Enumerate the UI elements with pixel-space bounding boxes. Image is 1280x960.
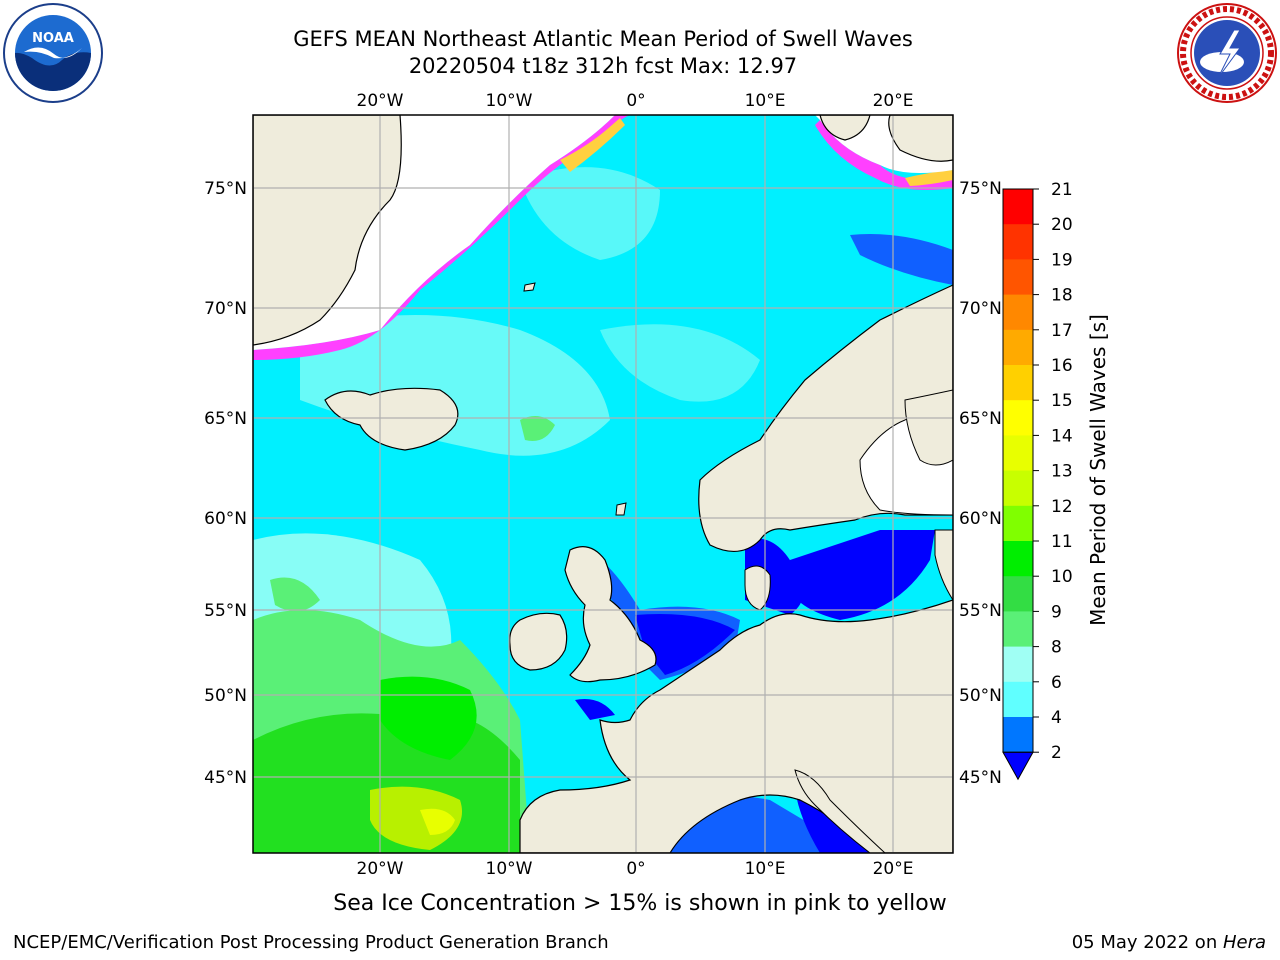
lat-tick-right: 55°N xyxy=(959,601,1002,621)
map-area xyxy=(253,115,953,853)
colorbar-tick-label: 13 xyxy=(1051,462,1073,482)
colorbar-tick-label: 17 xyxy=(1051,321,1073,341)
colorbar-segment xyxy=(1003,611,1033,648)
lat-tick-left: 60°N xyxy=(204,509,247,529)
colorbar-tick-label: 2 xyxy=(1051,743,1062,763)
colorbar-tick-label: 16 xyxy=(1051,356,1073,376)
lat-tick-right: 45°N xyxy=(959,768,1002,788)
colorbar-segment xyxy=(1003,365,1033,401)
lat-tick-right: 50°N xyxy=(959,686,1002,706)
colorbar-label: Mean Period of Swell Waves [s] xyxy=(1086,314,1110,626)
lon-tick-bottom: 20°E xyxy=(873,859,914,879)
lat-tick-left: 55°N xyxy=(204,601,247,621)
lat-tick-left: 50°N xyxy=(204,686,247,706)
colorbar: 21 20 19 18 17 16 15 14 13 12 11 10 9 8 6 4 2 xyxy=(1002,180,1073,781)
colorbar-segment xyxy=(1003,541,1033,577)
colorbar-segment xyxy=(1003,435,1033,472)
colorbar-tick-label: 21 xyxy=(1051,180,1073,200)
colorbar-segment xyxy=(1003,646,1033,683)
lat-tick-right: 65°N xyxy=(959,409,1002,429)
noaa-logo: NOAA xyxy=(3,3,103,103)
colorbar-segment xyxy=(1003,294,1033,331)
lat-tick-right: 60°N xyxy=(959,509,1002,529)
colorbar-tick-label: 19 xyxy=(1051,250,1073,270)
sea-ice-note-text: Sea Ice Concentration > 15% is shown in … xyxy=(333,891,947,916)
lon-tick-bottom: 0° xyxy=(626,859,645,879)
lon-tick-top: 10°W xyxy=(486,91,533,111)
lon-tick-top: 10°E xyxy=(745,91,786,111)
lon-tick-bottom: 10°W xyxy=(486,859,533,879)
colorbar-segment xyxy=(1003,189,1033,225)
lon-tick-bottom: 10°E xyxy=(745,859,786,879)
lon-tick-top: 20°E xyxy=(873,91,914,111)
colorbar-segment xyxy=(1003,681,1033,718)
noaa-logo-text: NOAA xyxy=(32,31,74,46)
nws-logo xyxy=(1177,3,1277,103)
colorbar-tick-label: 14 xyxy=(1051,426,1073,446)
colorbar-tick-label: 11 xyxy=(1051,532,1073,552)
map-frame xyxy=(252,114,954,854)
colorbar-tick-label: 4 xyxy=(1051,708,1062,728)
lon-tick-top: 20°W xyxy=(357,91,404,111)
machine-name: Hera xyxy=(1222,932,1266,953)
lat-tick-left: 70°N xyxy=(204,299,247,319)
colorbar-tick-label: 10 xyxy=(1051,567,1073,587)
lat-tick-left: 65°N xyxy=(204,409,247,429)
credit-line: NCEP/EMC/Verification Post Processing Pr… xyxy=(13,932,609,953)
colorbar-segment xyxy=(1003,576,1033,612)
colorbar-tick-label: 20 xyxy=(1051,215,1073,235)
colorbar-segment xyxy=(1003,717,1033,753)
sea-ice-note: Sea Ice Concentration > 15% is shown in … xyxy=(0,891,1280,916)
date-line: 05 May 2022 on Hera xyxy=(1072,932,1266,953)
lon-tick-bottom: 20°W xyxy=(357,859,404,879)
colorbar-segment xyxy=(1003,329,1033,366)
lat-tick-right: 75°N xyxy=(959,179,1002,199)
date-text: 05 May 2022 on xyxy=(1071,932,1223,953)
colorbar-segment xyxy=(1003,505,1033,542)
colorbar-segment xyxy=(1003,400,1033,436)
chart-title: GEFS MEAN Northeast Atlantic Mean Period… xyxy=(293,27,913,51)
lat-tick-right: 70°N xyxy=(959,299,1002,319)
colorbar-segment xyxy=(1003,470,1033,507)
colorbar-tick-label: 6 xyxy=(1051,673,1062,693)
colorbar-tick-label: 9 xyxy=(1051,602,1062,622)
lon-tick-top: 0° xyxy=(626,91,645,111)
colorbar-tick-label: 18 xyxy=(1051,286,1073,306)
colorbar-tick-label: 15 xyxy=(1051,391,1073,411)
lat-tick-left: 75°N xyxy=(204,179,247,199)
colorbar-segment xyxy=(1003,224,1033,260)
colorbar-tick-label: 8 xyxy=(1051,638,1062,658)
colorbar-extend-arrow xyxy=(1002,751,1034,781)
lat-tick-left: 45°N xyxy=(204,768,247,788)
colorbar-segment xyxy=(1003,259,1033,296)
chart-subtitle: 20220504 t18z 312h fcst Max: 12.97 xyxy=(408,54,798,78)
colorbar-tick-label: 12 xyxy=(1051,497,1073,517)
